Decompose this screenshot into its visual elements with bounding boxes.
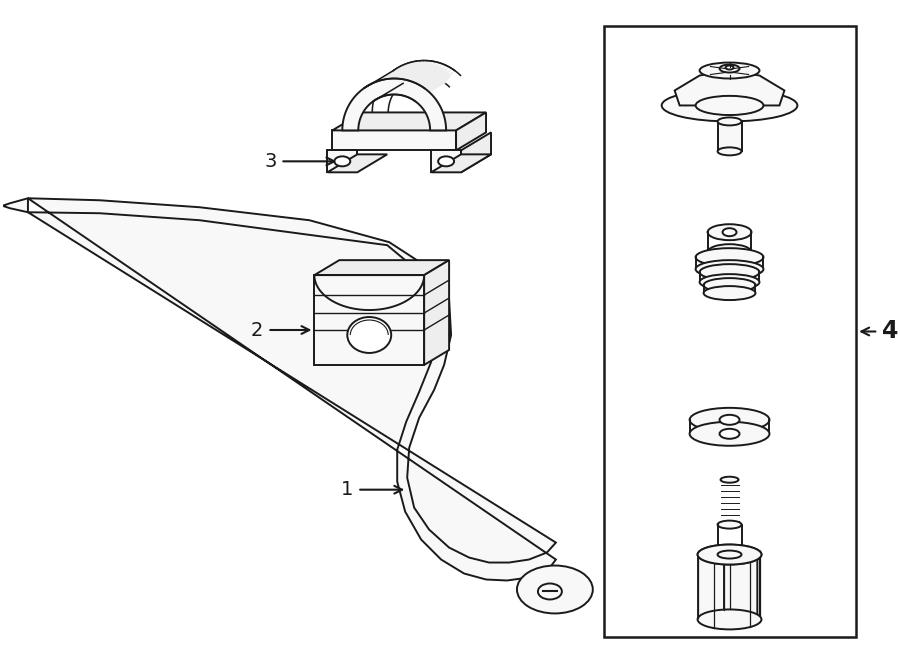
Polygon shape	[314, 275, 424, 310]
Polygon shape	[411, 67, 449, 98]
Polygon shape	[386, 61, 418, 95]
Bar	[604, 26, 856, 637]
Ellipse shape	[347, 317, 392, 353]
Polygon shape	[431, 155, 491, 173]
Text: 3: 3	[264, 152, 276, 171]
Polygon shape	[413, 69, 452, 100]
Ellipse shape	[717, 551, 742, 559]
Polygon shape	[724, 545, 757, 615]
Polygon shape	[382, 62, 416, 95]
Ellipse shape	[720, 65, 740, 73]
Polygon shape	[675, 71, 785, 106]
Polygon shape	[389, 61, 420, 95]
Polygon shape	[750, 551, 760, 627]
Text: 4: 4	[882, 319, 898, 344]
Ellipse shape	[689, 408, 770, 432]
Polygon shape	[400, 61, 433, 95]
Polygon shape	[370, 67, 407, 98]
Polygon shape	[328, 155, 387, 173]
Ellipse shape	[699, 264, 760, 280]
Text: 1: 1	[341, 480, 354, 499]
Ellipse shape	[725, 65, 734, 69]
Ellipse shape	[723, 228, 736, 236]
Ellipse shape	[717, 521, 742, 529]
Ellipse shape	[538, 584, 562, 600]
Text: 2: 2	[251, 321, 264, 340]
Polygon shape	[424, 260, 449, 365]
Polygon shape	[431, 150, 461, 173]
Ellipse shape	[698, 545, 761, 564]
Polygon shape	[379, 63, 414, 96]
Ellipse shape	[334, 157, 350, 167]
Polygon shape	[314, 275, 424, 365]
Ellipse shape	[696, 260, 763, 278]
Polygon shape	[698, 553, 714, 628]
Polygon shape	[456, 112, 486, 150]
Polygon shape	[402, 62, 436, 95]
Polygon shape	[314, 260, 449, 275]
Ellipse shape	[699, 63, 760, 79]
Ellipse shape	[720, 415, 740, 425]
Ellipse shape	[707, 224, 751, 240]
Ellipse shape	[720, 429, 740, 439]
Ellipse shape	[696, 96, 763, 115]
Ellipse shape	[717, 147, 742, 155]
Polygon shape	[730, 545, 760, 616]
Polygon shape	[364, 71, 403, 101]
Polygon shape	[405, 63, 439, 96]
Polygon shape	[373, 65, 410, 98]
Polygon shape	[375, 64, 411, 97]
Ellipse shape	[704, 278, 755, 292]
Polygon shape	[714, 563, 750, 628]
Polygon shape	[342, 79, 446, 130]
Bar	[717, 122, 742, 151]
Ellipse shape	[696, 248, 763, 266]
Ellipse shape	[698, 609, 761, 629]
Ellipse shape	[699, 274, 760, 290]
Polygon shape	[366, 69, 405, 100]
Polygon shape	[28, 198, 556, 580]
Polygon shape	[332, 112, 486, 130]
Polygon shape	[461, 132, 491, 173]
Ellipse shape	[517, 566, 593, 613]
Polygon shape	[407, 64, 443, 97]
Polygon shape	[332, 130, 456, 150]
Ellipse shape	[721, 477, 739, 483]
Ellipse shape	[717, 118, 742, 126]
Polygon shape	[4, 198, 28, 212]
Ellipse shape	[704, 286, 755, 300]
Ellipse shape	[698, 545, 761, 564]
Polygon shape	[392, 61, 423, 95]
Ellipse shape	[662, 89, 797, 122]
Ellipse shape	[438, 157, 454, 167]
Ellipse shape	[689, 422, 770, 446]
Polygon shape	[410, 65, 446, 98]
Polygon shape	[698, 545, 724, 617]
Polygon shape	[415, 71, 454, 101]
Polygon shape	[328, 150, 357, 173]
Polygon shape	[398, 61, 429, 95]
Ellipse shape	[717, 551, 742, 559]
Polygon shape	[395, 61, 426, 95]
Ellipse shape	[707, 244, 751, 260]
